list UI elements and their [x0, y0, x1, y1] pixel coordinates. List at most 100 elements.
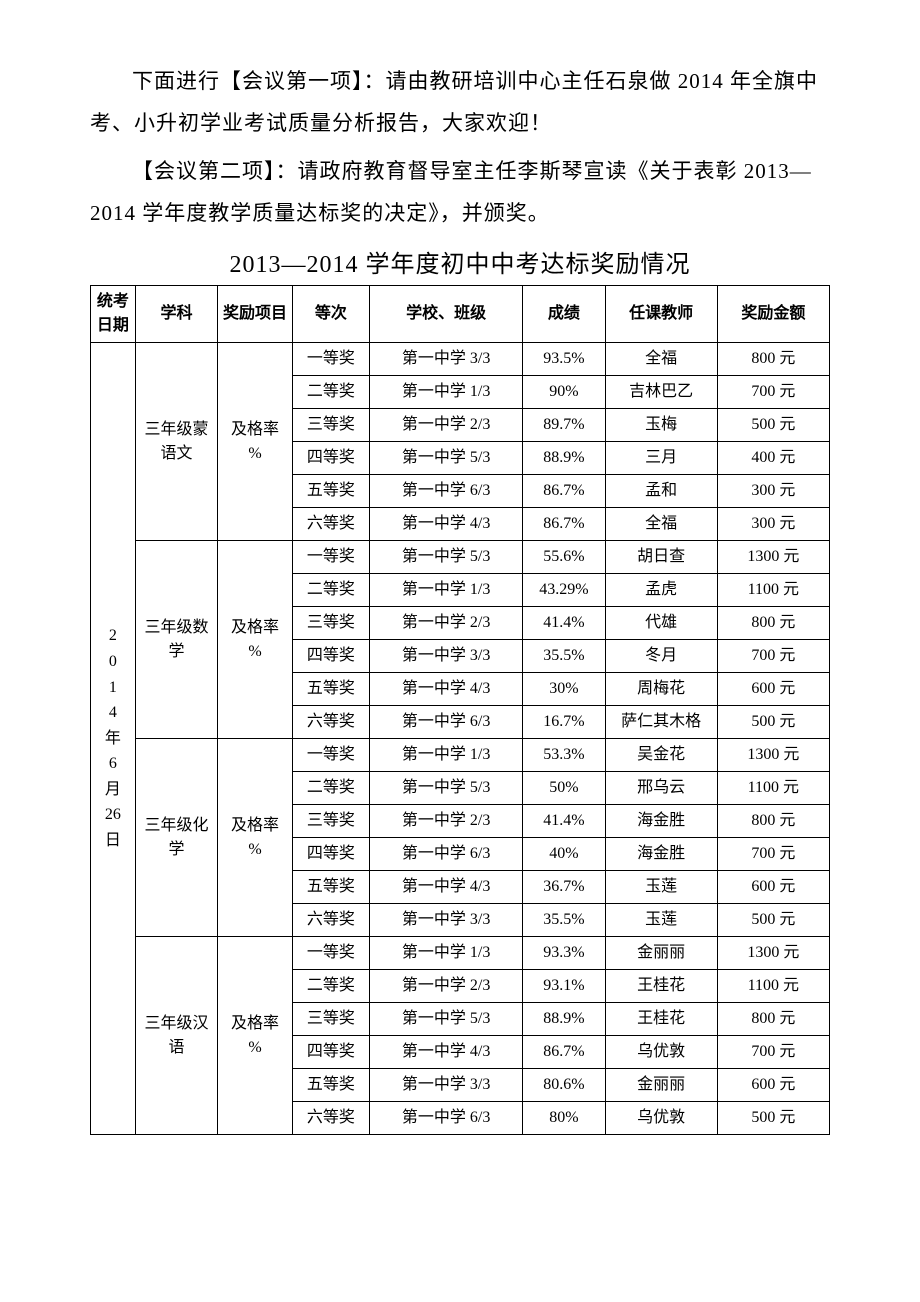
cell-teacher: 吉林巴乙 [605, 376, 717, 409]
cell-amount: 800 元 [717, 343, 829, 376]
cell-score: 86.7% [523, 475, 605, 508]
cell-rank: 一等奖 [292, 739, 369, 772]
cell-score: 90% [523, 376, 605, 409]
cell-rank: 三等奖 [292, 409, 369, 442]
cell-amount: 600 元 [717, 1069, 829, 1102]
cell-score: 35.5% [523, 640, 605, 673]
th-subject: 学科 [135, 286, 217, 343]
th-amount: 奖励金额 [717, 286, 829, 343]
cell-amount: 800 元 [717, 805, 829, 838]
cell-teacher: 周梅花 [605, 673, 717, 706]
cell-rank: 一等奖 [292, 541, 369, 574]
cell-teacher: 全福 [605, 343, 717, 376]
cell-amount: 700 元 [717, 640, 829, 673]
cell-rank: 五等奖 [292, 1069, 369, 1102]
cell-amount: 600 元 [717, 871, 829, 904]
cell-award-item: 及格率% [218, 541, 293, 739]
table-title: 2013—2014 学年度初中中考达标奖励情况 [90, 244, 830, 279]
cell-award-item: 及格率% [218, 343, 293, 541]
cell-teacher: 金丽丽 [605, 1069, 717, 1102]
cell-award-item: 及格率% [218, 937, 293, 1135]
cell-rank: 四等奖 [292, 1036, 369, 1069]
cell-teacher: 萨仁其木格 [605, 706, 717, 739]
cell-amount: 500 元 [717, 409, 829, 442]
cell-class: 第一中学 2/3 [369, 409, 522, 442]
cell-amount: 1300 元 [717, 541, 829, 574]
cell-score: 88.9% [523, 442, 605, 475]
cell-class: 第一中学 1/3 [369, 739, 522, 772]
cell-score: 30% [523, 673, 605, 706]
cell-amount: 500 元 [717, 706, 829, 739]
cell-amount: 500 元 [717, 904, 829, 937]
cell-rank: 五等奖 [292, 871, 369, 904]
cell-rank: 二等奖 [292, 772, 369, 805]
cell-teacher: 乌优敦 [605, 1102, 717, 1135]
cell-score: 53.3% [523, 739, 605, 772]
cell-class: 第一中学 3/3 [369, 343, 522, 376]
cell-class: 第一中学 1/3 [369, 937, 522, 970]
cell-score: 41.4% [523, 805, 605, 838]
cell-teacher: 胡日查 [605, 541, 717, 574]
cell-teacher: 玉莲 [605, 904, 717, 937]
cell-class: 第一中学 4/3 [369, 1036, 522, 1069]
cell-score: 55.6% [523, 541, 605, 574]
table-row: 三年级汉语及格率%一等奖第一中学 1/393.3%金丽丽1300 元 [91, 937, 830, 970]
cell-score: 93.1% [523, 970, 605, 1003]
cell-amount: 1300 元 [717, 937, 829, 970]
th-score: 成绩 [523, 286, 605, 343]
cell-rank: 二等奖 [292, 376, 369, 409]
cell-rank: 六等奖 [292, 706, 369, 739]
cell-rank: 三等奖 [292, 805, 369, 838]
cell-subject: 三年级化学 [135, 739, 217, 937]
cell-amount: 500 元 [717, 1102, 829, 1135]
cell-score: 40% [523, 838, 605, 871]
cell-rank: 二等奖 [292, 574, 369, 607]
cell-amount: 1100 元 [717, 574, 829, 607]
cell-teacher: 玉梅 [605, 409, 717, 442]
cell-teacher: 海金胜 [605, 805, 717, 838]
cell-teacher: 玉莲 [605, 871, 717, 904]
cell-score: 93.3% [523, 937, 605, 970]
cell-rank: 六等奖 [292, 508, 369, 541]
cell-subject: 三年级蒙语文 [135, 343, 217, 541]
cell-score: 80.6% [523, 1069, 605, 1102]
cell-class: 第一中学 5/3 [369, 772, 522, 805]
paragraph-1: 下面进行【会议第一项】：请由教研培训中心主任石泉做 2014 年全旗中考、小升初… [90, 60, 830, 144]
cell-score: 16.7% [523, 706, 605, 739]
cell-amount: 800 元 [717, 1003, 829, 1036]
cell-score: 86.7% [523, 508, 605, 541]
award-table: 统考日期 学科 奖励项目 等次 学校、班级 成绩 任课教师 奖励金额 2014年… [90, 285, 830, 1135]
cell-teacher: 王桂花 [605, 970, 717, 1003]
cell-teacher: 孟和 [605, 475, 717, 508]
cell-rank: 一等奖 [292, 937, 369, 970]
table-row: 三年级数学及格率%一等奖第一中学 5/355.6%胡日查1300 元 [91, 541, 830, 574]
table-header-row: 统考日期 学科 奖励项目 等次 学校、班级 成绩 任课教师 奖励金额 [91, 286, 830, 343]
cell-rank: 三等奖 [292, 1003, 369, 1036]
cell-score: 36.7% [523, 871, 605, 904]
cell-score: 50% [523, 772, 605, 805]
table-row: 2014年6月26日三年级蒙语文及格率%一等奖第一中学 3/393.5%全福80… [91, 343, 830, 376]
cell-score: 80% [523, 1102, 605, 1135]
cell-class: 第一中学 2/3 [369, 970, 522, 1003]
cell-teacher: 吴金花 [605, 739, 717, 772]
cell-score: 35.5% [523, 904, 605, 937]
cell-class: 第一中学 5/3 [369, 442, 522, 475]
cell-teacher: 全福 [605, 508, 717, 541]
cell-amount: 1300 元 [717, 739, 829, 772]
cell-score: 86.7% [523, 1036, 605, 1069]
cell-exam-date: 2014年6月26日 [91, 343, 136, 1135]
cell-class: 第一中学 1/3 [369, 574, 522, 607]
table-body: 2014年6月26日三年级蒙语文及格率%一等奖第一中学 3/393.5%全福80… [91, 343, 830, 1135]
cell-rank: 六等奖 [292, 1102, 369, 1135]
cell-amount: 300 元 [717, 475, 829, 508]
cell-class: 第一中学 1/3 [369, 376, 522, 409]
cell-teacher: 邢乌云 [605, 772, 717, 805]
cell-class: 第一中学 2/3 [369, 805, 522, 838]
cell-score: 43.29% [523, 574, 605, 607]
cell-rank: 三等奖 [292, 607, 369, 640]
cell-amount: 1100 元 [717, 970, 829, 1003]
th-date: 统考日期 [91, 286, 136, 343]
cell-teacher: 三月 [605, 442, 717, 475]
cell-amount: 800 元 [717, 607, 829, 640]
cell-amount: 700 元 [717, 1036, 829, 1069]
